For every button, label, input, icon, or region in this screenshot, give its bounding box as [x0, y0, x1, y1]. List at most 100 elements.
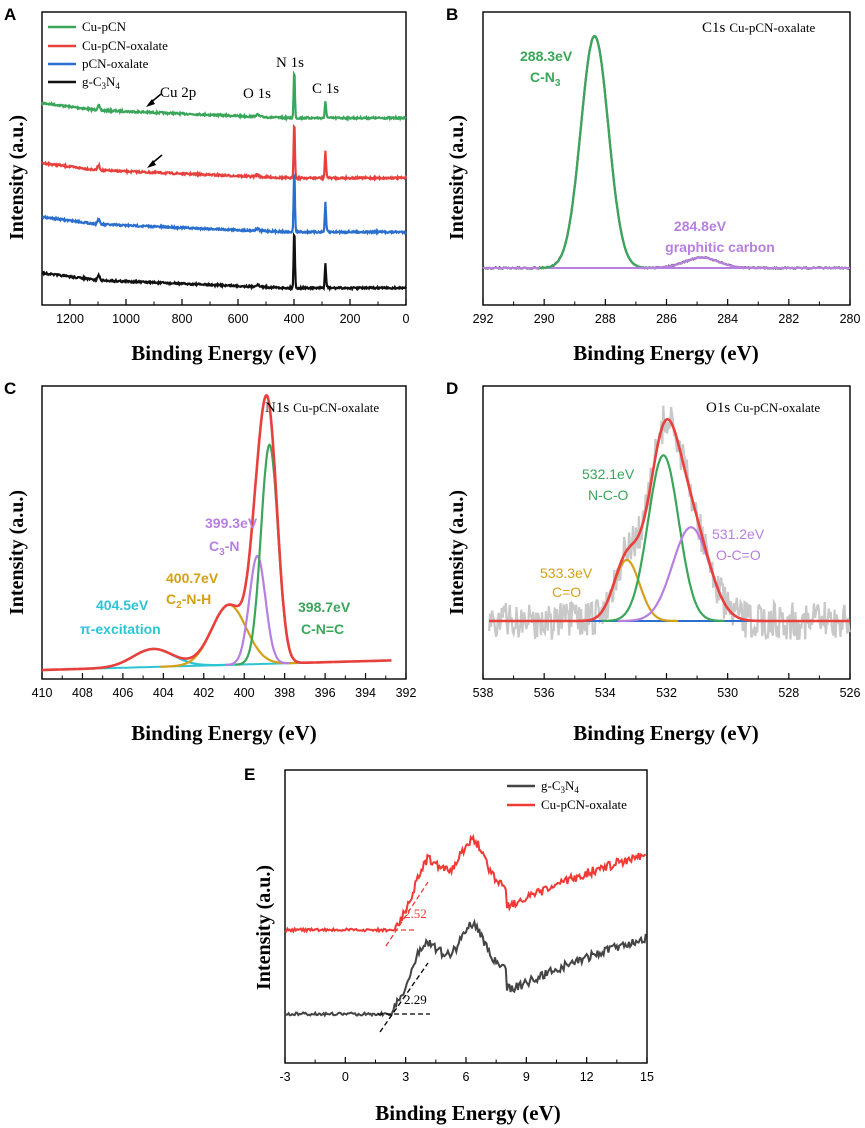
legend-label-e-g-c3n4: g-C3N4	[541, 778, 579, 795]
onset-tangent-red	[385, 881, 429, 947]
onset-tangent-black	[379, 962, 429, 1033]
x-tick-label-d-3: 532	[656, 686, 677, 700]
peak-label-ev-398-7: 398.7eV	[298, 599, 351, 615]
series-e-cu-pcn-oxalate	[284, 833, 647, 934]
x-tick-label-a-4: 400	[284, 312, 305, 326]
x-tick-label-b-5: 282	[778, 312, 799, 326]
annotation-o1s: O 1s	[243, 86, 271, 102]
panel-d-xlabel: Binding Energy (eV)	[573, 721, 759, 745]
x-tick-label-e-6: 15	[640, 1070, 654, 1084]
peak-label-ev-284-8: 284.8eV	[674, 218, 727, 234]
arrow-cu2p-lower	[147, 154, 163, 168]
peak-label-ev-531-2: 531.2eV	[712, 526, 765, 542]
component-peak-c-2	[225, 554, 290, 666]
raw-spectrum-d	[488, 405, 851, 641]
peak-label-c-o: C=O	[552, 584, 581, 600]
onset-label-red: 2.52	[404, 906, 427, 921]
panel-c-ticks: 410 408 406 404 402 400 398 396 394 392	[32, 673, 417, 700]
panel-e: E -3 0 3 6 9 12 15 g-C3N4 Cu-pCN-oxalate 2.52 …	[244, 765, 654, 1125]
x-tick-label-b-6: 280	[840, 312, 861, 326]
x-tick-label-a-5: 200	[340, 312, 361, 326]
panel-e-xlabel: Binding Energy (eV)	[375, 1101, 561, 1125]
panel-b-corner-label: C1s Cu-pCN-oxalate	[702, 20, 815, 36]
panel-d-curves	[488, 405, 851, 641]
panel-d-ticks: 538 536 534 532 530 528 526	[473, 673, 860, 700]
x-tick-label-c-5: 400	[234, 686, 255, 700]
x-tick-label-c-0: 410	[32, 686, 53, 700]
x-tick-label-a-2: 800	[172, 312, 193, 326]
x-tick-label-a-3: 600	[228, 312, 249, 326]
x-tick-label-c-1: 408	[72, 686, 93, 700]
panel-b-curves	[482, 34, 851, 270]
peak-label-ev-532-1: 532.1eV	[582, 466, 635, 482]
x-tick-label-d-5: 528	[778, 686, 799, 700]
x-tick-label-c-7: 396	[315, 686, 336, 700]
x-tick-label-a-6: 0	[403, 312, 410, 326]
arrow-cu2p-upper	[146, 93, 162, 107]
x-tick-label-a-0: 1200	[56, 312, 84, 326]
panel-e-title: E	[244, 765, 255, 784]
x-tick-label-d-4: 530	[717, 686, 738, 700]
x-tick-label-b-0: 292	[473, 312, 494, 326]
legend-label-g-c3n4: g-C3N4	[82, 74, 120, 91]
panel-a-title: A	[4, 5, 16, 24]
panel-c-title: C	[4, 379, 16, 398]
peak-label-ev-288-3: 288.3eV	[520, 48, 573, 64]
x-tick-label-c-9: 392	[396, 686, 417, 700]
panel-d-corner-label: O1s Cu-pCN-oxalate	[706, 400, 820, 416]
series-a-cu-pcn	[40, 70, 407, 123]
panel-a-ticks: 1200 1000 800 600 400 200 0	[56, 299, 410, 326]
peak-label-o-c-o: O-C=O	[716, 547, 761, 563]
peak-label-c-n3: C-N3	[530, 69, 561, 89]
panel-c-ylabel: Intensity (a.u.)	[6, 490, 28, 615]
panel-d-title: D	[446, 379, 458, 398]
peak-label-c2-n-h: C2-N-H	[166, 591, 211, 611]
x-tick-label-c-3: 404	[153, 686, 174, 700]
envelope-fit-c	[42, 393, 392, 672]
x-tick-label-c-6: 398	[274, 686, 295, 700]
panel-c-corner-label: N1s Cu-pCN-oxalate	[265, 400, 379, 416]
peak-label-ev-400-7: 400.7eV	[166, 570, 219, 586]
panel-a-ylabel: Intensity (a.u.)	[6, 115, 28, 240]
series-a-g-c3n4	[41, 231, 407, 292]
annotation-n1s: N 1s	[276, 55, 304, 71]
x-tick-label-e-1: 0	[342, 1070, 349, 1084]
panel-d: D 538 536 534 532 530 528 526 O1s Cu-pCN-oxalat…	[446, 379, 860, 745]
panel-e-frame	[284, 769, 648, 1064]
x-tick-label-b-1: 290	[534, 312, 555, 326]
panel-d-ylabel: Intensity (a.u.)	[446, 490, 468, 615]
x-tick-label-e-0: -3	[279, 1070, 290, 1084]
legend-label-e-cu-pcn-oxalate: Cu-pCN-oxalate	[541, 797, 627, 812]
x-tick-label-a-1: 1000	[112, 312, 140, 326]
x-tick-label-c-8: 394	[355, 686, 376, 700]
component-peak-b-1	[634, 256, 769, 270]
panel-e-curves	[284, 833, 647, 1018]
x-tick-label-d-2: 534	[595, 686, 616, 700]
legend-label-cu-pcn: Cu-pCN	[82, 19, 127, 34]
annotation-cu2p: Cu 2p	[160, 85, 196, 101]
panel-c-xlabel: Binding Energy (eV)	[131, 721, 317, 745]
panel-a-curves	[40, 70, 408, 292]
series-e-g-c3n4	[284, 918, 647, 1018]
panel-b-xlabel: Binding Energy (eV)	[573, 341, 759, 365]
x-tick-label-e-5: 12	[580, 1070, 594, 1084]
panel-a: A 1200 1000 800 600 400 200 0 Cu-pCN Cu-pCN-ox…	[4, 5, 410, 365]
x-tick-label-d-0: 538	[473, 686, 494, 700]
x-tick-label-e-3: 6	[463, 1070, 470, 1084]
peak-label-n-c-o: N-C-O	[588, 487, 629, 503]
component-peak-d-1	[602, 454, 725, 622]
peak-label-c3-n: C3-N	[209, 538, 239, 558]
x-tick-label-b-4: 284	[717, 312, 738, 326]
panel-a-legend: Cu-pCN Cu-pCN-oxalate pCN-oxalate g-C3N4	[48, 19, 168, 91]
panel-c-curves	[41, 393, 392, 672]
x-tick-label-e-4: 9	[523, 1070, 530, 1084]
x-tick-label-b-2: 288	[595, 312, 616, 326]
series-a-pcn-oxalate	[41, 172, 407, 237]
x-tick-label-d-1: 536	[534, 686, 555, 700]
peak-label-c-n-c: C-N=C	[301, 621, 344, 637]
panel-b: B 292 290 288 286 284 282 280 C1s Cu-pCN-oxalat…	[446, 5, 860, 365]
component-peak-b-0	[539, 34, 650, 269]
peak-label-ev-399-3: 399.3eV	[205, 515, 258, 531]
series-a-cu-pcn-oxalate	[41, 123, 408, 182]
